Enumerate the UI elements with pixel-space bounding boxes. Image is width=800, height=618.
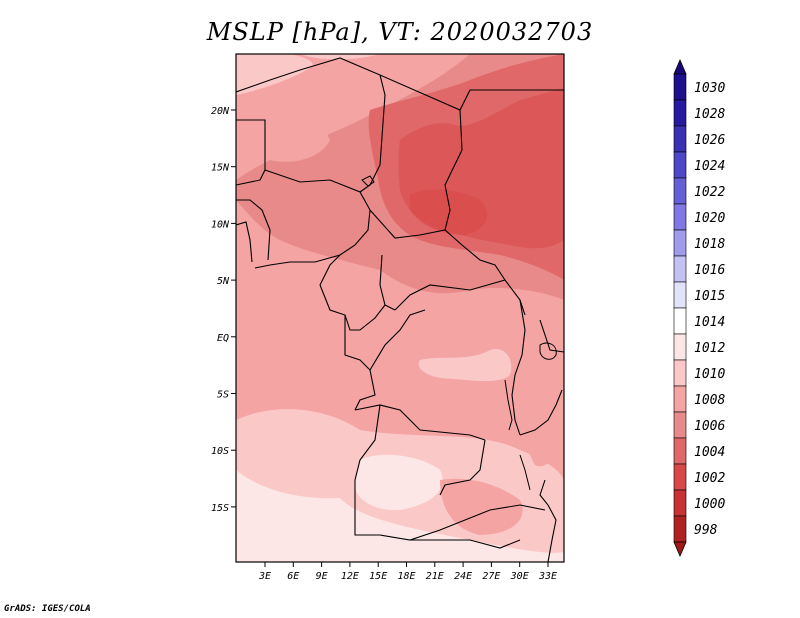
colorbar-label: 1018 <box>694 237 725 252</box>
colorbar-label: 1020 <box>694 211 725 226</box>
colorbar-swatch <box>673 411 687 439</box>
lon-tick-label: 9E <box>316 571 328 582</box>
colorbar-swatch <box>673 463 687 491</box>
map-title: MSLP [hPa], VT: 2020032703 <box>206 18 594 46</box>
lat-tick-label: 5S <box>217 390 229 401</box>
colorbar-swatch <box>673 333 687 361</box>
lat-tick-label: 5N <box>217 276 230 287</box>
lat-tick-label: 15N <box>211 163 230 174</box>
colorbar-bottom-arrow <box>673 541 687 558</box>
colorbar-swatch <box>673 151 687 179</box>
colorbar-label: 1004 <box>694 445 725 460</box>
lon-tick-label: 15E <box>369 571 387 582</box>
lon-tick-label: 18E <box>397 571 415 582</box>
colorbar-label: 1010 <box>694 367 725 382</box>
colorbar-label: 1028 <box>694 107 725 122</box>
lat-tick-label: 15S <box>211 503 229 514</box>
colorbar-label: 1024 <box>694 159 725 174</box>
colorbar-label: 1014 <box>694 315 725 330</box>
colorbar-label: 1012 <box>694 341 725 356</box>
colorbar-swatch <box>673 515 687 543</box>
colorbar-label: 1008 <box>694 393 725 408</box>
lon-tick-label: 27E <box>482 571 500 582</box>
colorbar-label: 1000 <box>694 497 725 512</box>
lon-tick-label: 24E <box>454 571 472 582</box>
credit-text: GrADS: IGES/COLA <box>4 604 91 614</box>
colorbar-swatch <box>673 385 687 413</box>
country-borders <box>236 57 564 562</box>
colorbar-label: 1026 <box>694 133 725 148</box>
colorbar-label: 1006 <box>694 419 725 434</box>
colorbar-label: 1030 <box>694 81 725 96</box>
lakes <box>361 175 557 491</box>
colorbar-top-arrow <box>673 58 687 75</box>
lat-tick-label: 10S <box>211 446 229 457</box>
colorbar-swatch <box>673 307 687 335</box>
latitude-axis: 20N 15N 10N 5N EQ 5S 10S 15S <box>211 106 236 514</box>
lon-tick-label: 6E <box>287 571 299 582</box>
colorbar-label: 1002 <box>694 471 725 486</box>
colorbar-swatch <box>673 203 687 231</box>
colorbar-label: 998 <box>694 523 718 538</box>
colorbar-swatch <box>673 437 687 465</box>
colorbar-swatch <box>673 281 687 309</box>
lon-tick-label: 30E <box>510 571 529 582</box>
colorbar: 1030 1028 1026 1024 1022 1020 1018 1016 1015 1014… <box>673 58 725 558</box>
lat-tick-label: 20N <box>211 106 230 117</box>
lon-tick-label: 12E <box>341 571 359 582</box>
lon-tick-label: 3E <box>258 571 271 582</box>
colorbar-swatch <box>673 359 687 387</box>
lat-tick-label: EQ <box>217 333 229 344</box>
map-frame <box>235 53 565 563</box>
colorbar-swatch <box>673 229 687 257</box>
colorbar-swatch <box>673 125 687 153</box>
colorbar-label: 1015 <box>694 289 725 304</box>
lat-tick-label: 10N <box>211 219 230 230</box>
lon-tick-label: 33E <box>538 571 557 582</box>
colorbar-swatch <box>673 99 687 127</box>
colorbar-label: 1022 <box>694 185 725 200</box>
pressure-field <box>236 54 564 562</box>
colorbar-swatch <box>673 177 687 205</box>
longitude-axis: 3E 6E 9E 12E 15E 18E 21E 24E 27E 30E 33E <box>258 562 557 582</box>
colorbar-swatch <box>673 255 687 283</box>
colorbar-label: 1016 <box>694 263 725 278</box>
colorbar-swatch <box>673 73 687 101</box>
colorbar-swatch <box>673 489 687 517</box>
lon-tick-label: 21E <box>426 571 444 582</box>
